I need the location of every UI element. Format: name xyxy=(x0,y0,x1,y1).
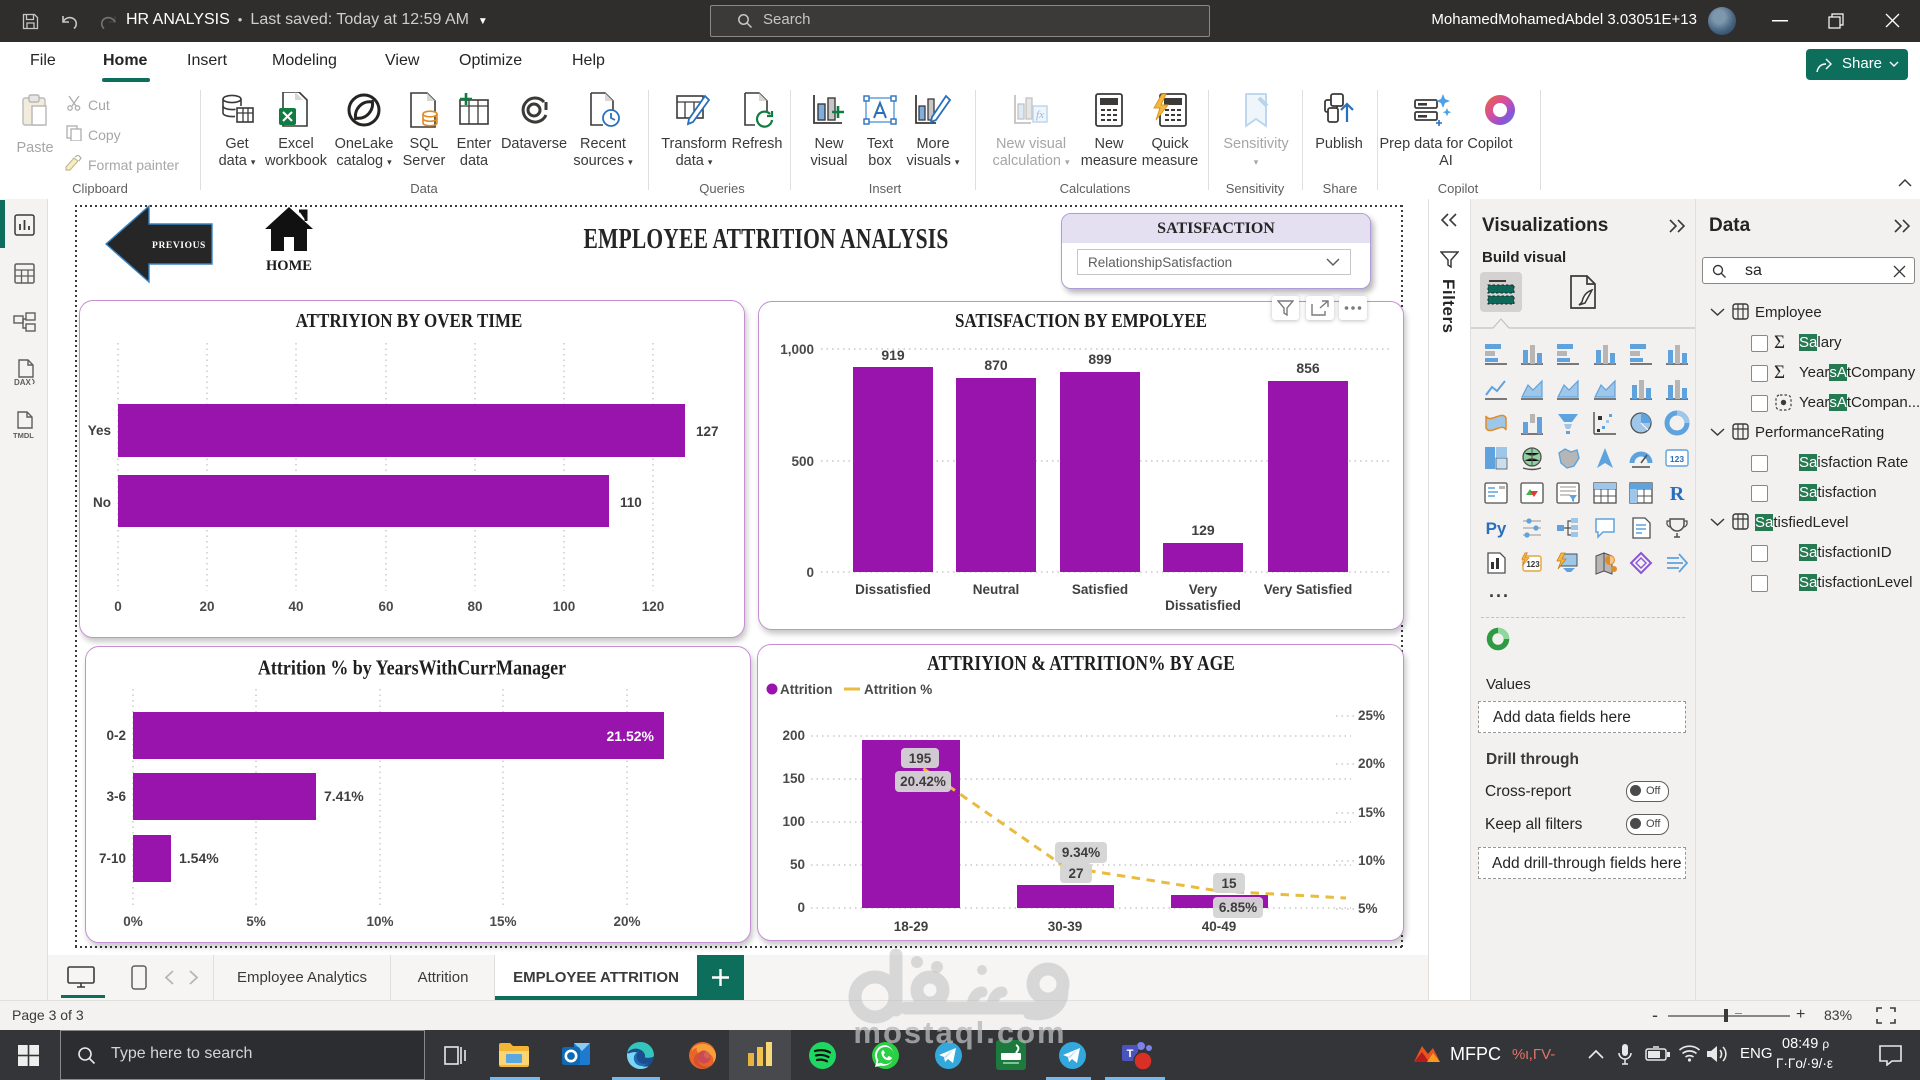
svg-text:Yes: Yes xyxy=(88,423,111,438)
svg-text:ATTRIYION BY OVER TIME: ATTRIYION BY OVER TIME xyxy=(296,310,523,333)
svg-text:Very Satisfied: Very Satisfied xyxy=(1264,582,1353,597)
svg-text:129: 129 xyxy=(1191,522,1215,538)
svg-text:120: 120 xyxy=(642,599,665,614)
svg-text:0: 0 xyxy=(806,565,814,580)
svg-text:0%: 0% xyxy=(123,914,143,929)
svg-text:6.85%: 6.85% xyxy=(1219,900,1257,915)
svg-text:15: 15 xyxy=(1221,876,1237,891)
svg-text:25%: 25% xyxy=(1358,708,1385,723)
svg-text:9.34%: 9.34% xyxy=(1062,845,1100,860)
svg-text:Dissatisfied: Dissatisfied xyxy=(1165,598,1241,613)
svg-text:Satisfied: Satisfied xyxy=(1072,582,1128,597)
svg-text:20: 20 xyxy=(199,599,214,614)
svg-text:40: 40 xyxy=(288,599,303,614)
svg-text:0: 0 xyxy=(797,900,805,915)
svg-text:870: 870 xyxy=(984,357,1008,373)
svg-text:500: 500 xyxy=(791,454,814,469)
svg-text:Dissatisfied: Dissatisfied xyxy=(855,582,931,597)
svg-text:100: 100 xyxy=(782,814,805,829)
svg-text:Neutral: Neutral xyxy=(973,582,1020,597)
svg-text:7.41%: 7.41% xyxy=(324,788,364,804)
svg-text:Attrition: Attrition xyxy=(780,682,832,697)
svg-text:30-39: 30-39 xyxy=(1048,919,1083,934)
svg-text:7-10: 7-10 xyxy=(99,851,126,866)
svg-text:R: R xyxy=(1670,483,1685,505)
svg-text:20%: 20% xyxy=(613,914,640,929)
svg-text:40-49: 40-49 xyxy=(1202,919,1237,934)
svg-text:0: 0 xyxy=(114,599,122,614)
svg-text:HOME: HOME xyxy=(266,258,312,274)
svg-text:919: 919 xyxy=(881,347,905,363)
svg-text:5%: 5% xyxy=(1358,901,1378,916)
svg-text:123: 123 xyxy=(1526,560,1540,569)
svg-text:50: 50 xyxy=(790,857,805,872)
svg-text:195: 195 xyxy=(909,751,932,766)
svg-text:1.54%: 1.54% xyxy=(179,850,219,866)
svg-text:Very: Very xyxy=(1189,582,1218,597)
svg-text:Attrition % by YearsWithCurrMa: Attrition % by YearsWithCurrManager xyxy=(258,658,566,680)
svg-text:100: 100 xyxy=(553,599,576,614)
svg-text:123: 123 xyxy=(1670,454,1684,464)
svg-text:TMDL: TMDL xyxy=(13,431,34,440)
svg-text:5%: 5% xyxy=(246,914,266,929)
svg-text:899: 899 xyxy=(1088,351,1112,367)
svg-text:60: 60 xyxy=(378,599,393,614)
svg-text:DAX: DAX xyxy=(14,378,32,387)
svg-text:27: 27 xyxy=(1068,866,1083,881)
svg-text:15%: 15% xyxy=(489,914,516,929)
svg-text:127: 127 xyxy=(696,424,719,439)
svg-text:10%: 10% xyxy=(1358,853,1385,868)
svg-text:20%: 20% xyxy=(1358,756,1385,771)
svg-text:80: 80 xyxy=(467,599,482,614)
svg-text:856: 856 xyxy=(1296,360,1320,376)
svg-text:200: 200 xyxy=(782,728,805,743)
svg-text:3-6: 3-6 xyxy=(106,789,126,804)
svg-text:21.52%: 21.52% xyxy=(607,728,655,744)
svg-text:ATTRIYION & ATTRITION% BY AGE: ATTRIYION & ATTRITION% BY AGE xyxy=(927,653,1235,676)
svg-text:110: 110 xyxy=(620,495,642,510)
svg-text:Attrition %: Attrition % xyxy=(864,682,932,697)
svg-text:No: No xyxy=(93,495,111,510)
svg-text:SATISFACTION BY EMPOLYEE: SATISFACTION BY EMPOLYEE xyxy=(955,310,1207,333)
svg-text:150: 150 xyxy=(782,771,805,786)
svg-text:18-29: 18-29 xyxy=(894,919,929,934)
svg-text:10%: 10% xyxy=(366,914,393,929)
svg-text:15%: 15% xyxy=(1358,805,1385,820)
svg-text:0-2: 0-2 xyxy=(106,728,126,743)
svg-text:T: T xyxy=(1127,1048,1134,1060)
svg-text:20.42%: 20.42% xyxy=(900,774,946,789)
svg-text:1,000: 1,000 xyxy=(780,342,814,357)
svg-text:PREVIOUS: PREVIOUS xyxy=(152,241,206,251)
svg-text:fx: fx xyxy=(1036,109,1044,121)
svg-text:Py: Py xyxy=(1486,519,1507,538)
